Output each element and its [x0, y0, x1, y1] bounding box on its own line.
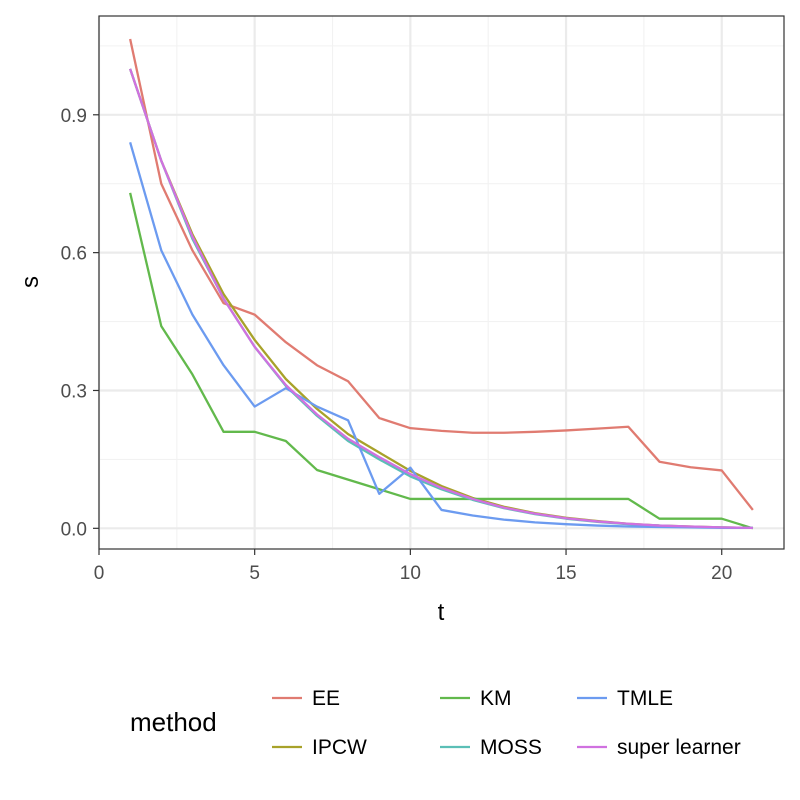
legend-items: EE IPCW KM MOSS TMLE super learner	[272, 687, 741, 759]
legend: method EE IPCW KM MOSS TMLE super learner	[130, 687, 741, 759]
series-line-super-learner	[129, 68, 753, 530]
plot-panel-border	[98, 15, 785, 550]
series-line-ee	[129, 38, 754, 511]
minor-gridlines	[99, 16, 784, 549]
x-tick-label: 10	[400, 563, 421, 584]
series-line-km	[129, 192, 754, 530]
y-tick-label: 0.9	[61, 106, 87, 127]
x-tick-label: 0	[94, 563, 105, 584]
x-axis-title: t	[438, 599, 445, 626]
x-tick-label: 5	[249, 563, 260, 584]
x-tick-label: 15	[555, 563, 576, 584]
major-gridlines	[97, 16, 784, 549]
y-tick-label: 0.6	[61, 244, 87, 265]
legend-label: TMLE	[617, 687, 673, 710]
legend-label: IPCW	[312, 736, 367, 759]
legend-label: MOSS	[480, 736, 542, 759]
x-tick-label: 20	[711, 563, 732, 584]
series-line-tmle	[129, 142, 753, 530]
legend-label: super learner	[617, 736, 741, 759]
legend-label: KM	[480, 687, 512, 710]
legend-title: method	[130, 707, 217, 737]
axis-ticks	[93, 114, 723, 555]
y-tick-label: 0.3	[61, 381, 87, 402]
series-lines	[129, 38, 754, 530]
x-axis-tick-labels: 0 5 10 15 20	[94, 563, 733, 584]
y-tick-label: 0.0	[61, 519, 87, 540]
legend-label: EE	[312, 687, 340, 710]
y-axis-tick-labels: 0.0 0.3 0.6 0.9	[61, 106, 87, 541]
y-axis-title: s	[17, 276, 44, 288]
